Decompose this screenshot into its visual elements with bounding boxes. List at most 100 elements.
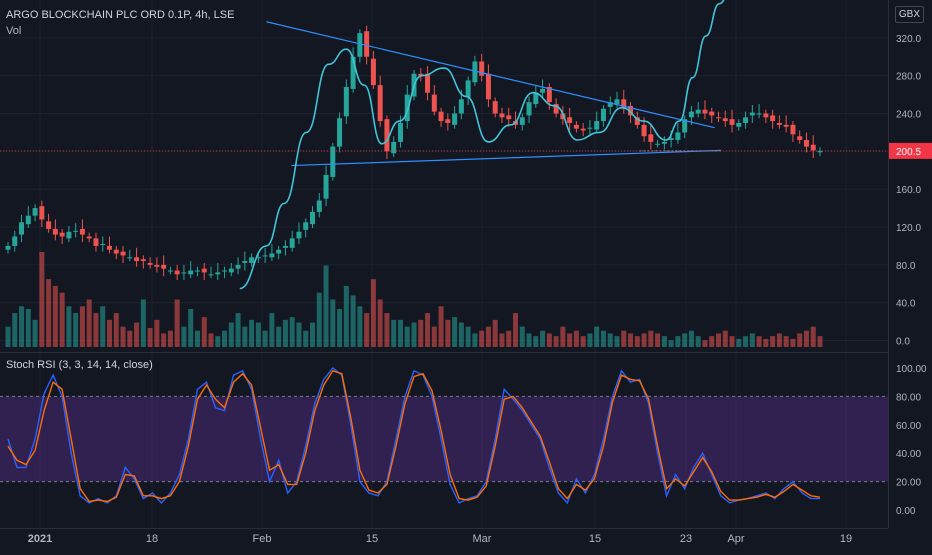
volume-bar: [492, 319, 498, 347]
candle-body: [5, 245, 11, 250]
candle-body: [127, 257, 133, 259]
volume-bar: [438, 306, 444, 347]
candle-body: [276, 249, 282, 254]
stoch-k-line: [7, 367, 820, 505]
volume-bar: [661, 336, 667, 347]
candle-body: [587, 127, 593, 129]
candle-body: [546, 87, 552, 103]
volume-bar: [722, 330, 728, 347]
volume-bar: [567, 333, 573, 347]
candle-body: [323, 175, 329, 199]
volume-bar: [391, 319, 397, 347]
volume-bar: [803, 330, 809, 347]
candle-body: [86, 236, 92, 239]
candle-body: [188, 270, 194, 275]
trend-lines: [0, 0, 888, 290]
candle-body: [147, 262, 153, 265]
volume-bar: [113, 313, 119, 347]
volume-bar: [350, 295, 356, 347]
stoch-tick-label: 40.00: [896, 449, 921, 460]
volume-bar: [303, 330, 309, 347]
volume-bar: [66, 306, 72, 347]
volume-bar: [594, 326, 600, 347]
candle-body: [384, 119, 390, 152]
volume-bar: [93, 313, 99, 347]
candle-body: [391, 141, 397, 154]
candle-body: [19, 222, 25, 235]
candle-body: [472, 61, 478, 83]
currency-badge[interactable]: GBX: [894, 6, 924, 23]
stoch-rsi-title[interactable]: Stoch RSI (3, 3, 14, 14, close): [6, 359, 153, 371]
volume-bar: [688, 330, 694, 347]
volume-bar: [702, 340, 708, 347]
candle-body: [357, 33, 363, 57]
candle-body: [458, 99, 464, 114]
candle-body: [716, 117, 721, 119]
volume-bar: [655, 333, 661, 347]
volume-bar: [330, 299, 336, 347]
candle-body: [621, 99, 627, 108]
candle-body: [763, 113, 769, 118]
candle-body: [100, 244, 106, 246]
time-tick-label: 18: [146, 533, 158, 545]
candle-body: [310, 211, 315, 225]
volume-bar: [621, 330, 627, 347]
volume-bar: [310, 322, 315, 347]
stoch-tick-label: 0.00: [896, 506, 916, 517]
candle-body: [167, 270, 173, 272]
volume-bar: [282, 319, 288, 347]
candle-body: [479, 61, 485, 76]
volume-bar: [235, 313, 241, 347]
volume-bar: [100, 306, 106, 347]
candle-body: [506, 115, 512, 120]
time-tick-label: 15: [589, 533, 601, 545]
time-tick-label: Mar: [473, 533, 492, 545]
volume-bar: [628, 333, 634, 347]
volume-bar: [181, 326, 187, 347]
volume-bar: [641, 333, 647, 347]
volume-bar: [377, 299, 383, 347]
candle-body: [32, 208, 38, 216]
candle-body: [303, 222, 309, 230]
candle-body: [628, 105, 634, 116]
volume-bar: [323, 265, 329, 347]
candle-body: [614, 99, 620, 105]
candle-body: [770, 115, 776, 122]
volume-bar: [201, 317, 207, 347]
volume-bar: [86, 299, 92, 347]
stoch-tick-label: 20.00: [896, 478, 921, 489]
candle-body: [262, 255, 268, 257]
candle-body: [783, 124, 789, 127]
volume-bar: [587, 333, 593, 347]
candle-body: [79, 228, 85, 235]
price-tick-label: 40.0: [896, 299, 916, 310]
candle-body: [749, 112, 755, 116]
volume-bar: [770, 336, 776, 347]
candle-body: [316, 200, 322, 212]
candle-body: [810, 144, 816, 151]
candle-body: [296, 231, 302, 239]
candle-body: [39, 206, 45, 220]
volume-bar: [485, 326, 491, 347]
volume-bar: [790, 338, 796, 347]
volume-bar: [134, 322, 140, 347]
volume-bar: [668, 340, 674, 347]
volume-bar: [776, 333, 782, 347]
candle-body: [201, 268, 207, 273]
candle-body: [93, 238, 99, 246]
volume-label[interactable]: Vol: [6, 25, 22, 37]
volume-bar: [343, 285, 349, 347]
volume-bar: [188, 309, 194, 347]
candle-body: [161, 264, 167, 269]
volume-bar: [228, 322, 234, 347]
candle-body: [113, 249, 119, 254]
volume-bar: [553, 336, 559, 347]
symbol-title[interactable]: ARGO BLOCKCHAIN PLC ORD 0.1P, 4h, LSE: [6, 9, 235, 21]
volume-bar: [52, 285, 58, 347]
price-tick-label: 0.0: [896, 337, 910, 348]
volume-bar: [607, 333, 613, 347]
candle-body: [560, 113, 566, 120]
candle-body: [776, 122, 782, 125]
candlesticks: [5, 25, 823, 280]
